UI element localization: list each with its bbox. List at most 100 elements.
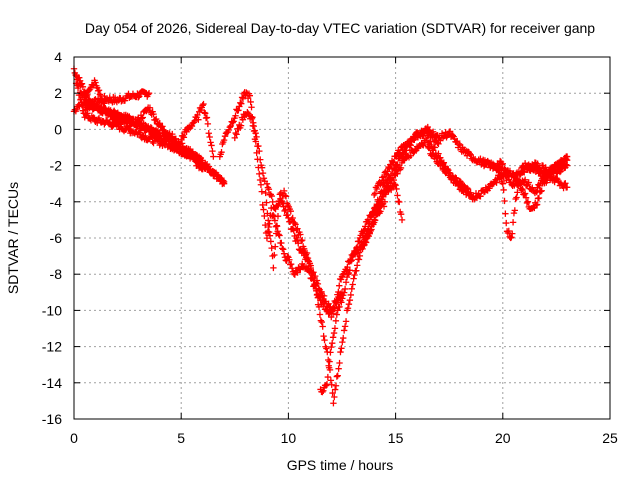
data-point-marker [396, 150, 404, 158]
data-point-marker [101, 100, 108, 107]
data-point-marker [477, 193, 484, 200]
data-point-marker [205, 130, 212, 137]
data-point-marker [253, 133, 260, 141]
data-point-marker [328, 339, 336, 347]
data-point-marker [393, 185, 400, 193]
data-point-marker [150, 139, 157, 147]
data-point-marker [256, 147, 263, 155]
data-point-marker [337, 348, 344, 356]
y-tick-label: 4 [54, 49, 62, 65]
data-point-marker [262, 221, 269, 229]
data-point-marker [257, 156, 264, 163]
data-point-marker [248, 115, 256, 122]
data-point-marker [325, 362, 332, 369]
data-point-marker [255, 142, 262, 150]
data-point-marker [258, 164, 266, 171]
data-point-marker [562, 180, 569, 187]
data-point-marker [271, 217, 279, 224]
data-point-marker [320, 332, 327, 340]
data-point-marker [281, 207, 288, 215]
data-point-marker [533, 201, 541, 208]
data-point-marker [503, 219, 510, 227]
data-point-marker [395, 149, 403, 156]
data-point-marker [449, 132, 456, 139]
data-point-marker [310, 277, 317, 284]
data-point-marker [511, 173, 518, 181]
data-point-marker [307, 264, 314, 272]
data-point-marker [257, 181, 265, 188]
data-point-marker [274, 202, 281, 210]
data-point-marker [330, 329, 338, 337]
data-point-marker [319, 388, 326, 396]
data-point-marker [323, 381, 331, 388]
data-point-marker [306, 260, 314, 267]
data-point-marker [446, 128, 454, 135]
data-point-marker [431, 144, 439, 151]
data-point-marker [328, 313, 335, 321]
data-point-marker [347, 257, 355, 265]
data-point-marker [231, 134, 238, 142]
data-point-marker [324, 373, 332, 381]
data-point-marker [388, 180, 396, 187]
data-point-marker [332, 382, 340, 389]
data-point-marker [346, 296, 354, 304]
data-point-marker [331, 393, 338, 401]
data-point-marker [316, 311, 324, 318]
data-point-marker [347, 291, 355, 299]
data-point-marker [322, 382, 330, 389]
data-point-marker [386, 164, 393, 172]
data-point-marker [497, 172, 504, 179]
data-point-marker [144, 91, 152, 98]
data-point-marker [278, 198, 285, 206]
data-point-marker [427, 138, 434, 145]
data-point-marker [220, 180, 228, 187]
data-point-marker [320, 292, 328, 300]
data-point-marker [332, 317, 340, 325]
data-point-marker [265, 186, 273, 193]
data-point-marker [139, 114, 146, 121]
data-point-marker [502, 210, 509, 217]
data-point-marker [518, 187, 525, 194]
data-point-marker [326, 366, 334, 374]
data-point-marker [219, 177, 227, 184]
data-point-marker [263, 199, 270, 206]
data-point-marker [370, 191, 378, 199]
data-point-marker [284, 211, 291, 219]
data-point-marker [563, 162, 571, 169]
data-point-marker [272, 230, 280, 237]
data-point-marker [542, 164, 549, 171]
data-point-marker [426, 127, 433, 134]
data-point-marker [333, 311, 340, 318]
data-point-marker [294, 225, 301, 232]
data-point-marker [426, 144, 433, 151]
data-point-marker [392, 181, 399, 189]
data-point-marker [229, 119, 236, 126]
data-point-marker [77, 96, 85, 103]
data-point-marker [335, 365, 342, 372]
data-point-marker [370, 220, 377, 228]
data-point-marker [432, 152, 439, 159]
data-point-marker [344, 305, 352, 312]
data-point-marker [479, 157, 487, 164]
data-point-marker [96, 91, 104, 98]
data-point-marker [303, 249, 311, 257]
data-point-marker [398, 216, 406, 224]
data-point-marker [519, 185, 526, 193]
data-point-marker [266, 232, 274, 239]
data-point-marker [145, 90, 153, 97]
data-point-marker [553, 170, 560, 177]
data-point-marker [340, 334, 347, 342]
y-tick-label: -16 [42, 411, 62, 427]
data-point-marker [367, 226, 374, 233]
data-point-marker [286, 256, 293, 263]
data-point-marker [336, 303, 343, 311]
data-point-marker [209, 147, 216, 155]
series-track-e [81, 77, 228, 188]
y-tick-label: -4 [50, 194, 63, 210]
data-point-marker [300, 245, 308, 253]
y-tick-label: 2 [54, 85, 62, 101]
data-point-marker [437, 154, 444, 161]
data-point-marker [339, 295, 346, 302]
data-point-marker [438, 162, 446, 169]
data-point-marker [269, 198, 276, 206]
